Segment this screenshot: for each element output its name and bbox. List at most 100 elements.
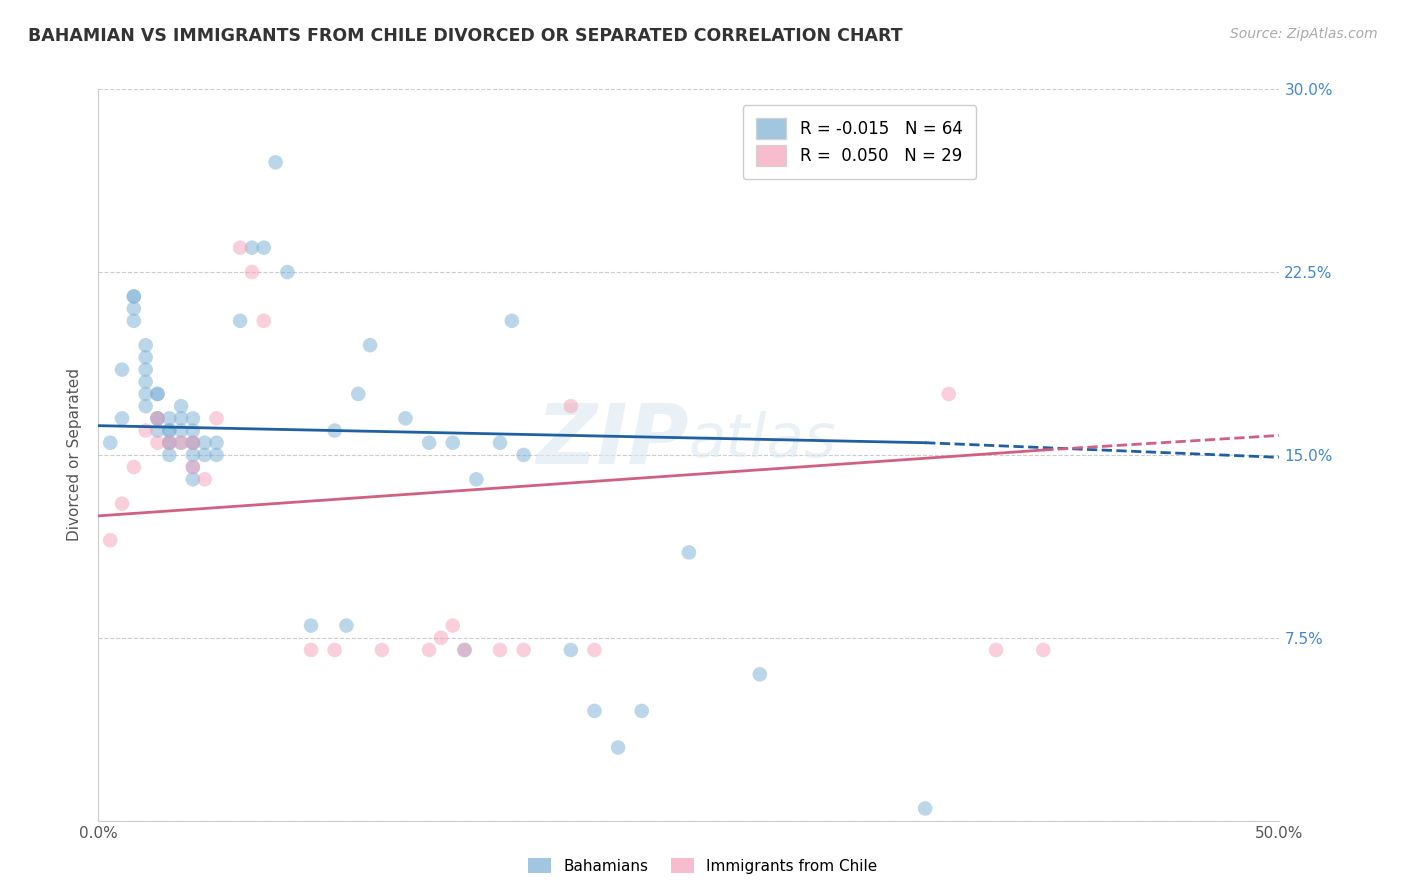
Point bbox=[146, 411, 169, 425]
Point bbox=[122, 460, 145, 475]
Point bbox=[157, 448, 180, 462]
Point bbox=[181, 460, 204, 475]
Point bbox=[170, 411, 193, 425]
Point bbox=[111, 497, 134, 511]
Text: BAHAMIAN VS IMMIGRANTS FROM CHILE DIVORCED OR SEPARATED CORRELATION CHART: BAHAMIAN VS IMMIGRANTS FROM CHILE DIVORC… bbox=[28, 27, 903, 45]
Point bbox=[181, 435, 204, 450]
Point bbox=[418, 435, 440, 450]
Point bbox=[122, 301, 145, 316]
Point bbox=[194, 435, 217, 450]
Point bbox=[157, 424, 180, 438]
Text: atlas: atlas bbox=[689, 411, 837, 470]
Point bbox=[583, 643, 606, 657]
Point bbox=[453, 643, 475, 657]
Point bbox=[170, 435, 193, 450]
Point bbox=[146, 411, 169, 425]
Point bbox=[253, 314, 276, 328]
Point bbox=[984, 643, 1007, 657]
Point bbox=[205, 411, 228, 425]
Point bbox=[98, 533, 121, 548]
Text: Source: ZipAtlas.com: Source: ZipAtlas.com bbox=[1230, 27, 1378, 41]
Point bbox=[157, 424, 180, 438]
Point bbox=[359, 338, 381, 352]
Point bbox=[146, 424, 169, 438]
Point bbox=[157, 435, 180, 450]
Point bbox=[560, 399, 582, 413]
Point bbox=[170, 435, 193, 450]
Point bbox=[465, 472, 488, 486]
Point bbox=[264, 155, 287, 169]
Point bbox=[489, 643, 512, 657]
Point bbox=[347, 387, 370, 401]
Point bbox=[229, 314, 252, 328]
Point bbox=[181, 435, 204, 450]
Point bbox=[146, 411, 169, 425]
Point bbox=[560, 643, 582, 657]
Point bbox=[98, 435, 121, 450]
Point bbox=[512, 643, 534, 657]
Point bbox=[135, 338, 157, 352]
Point bbox=[441, 435, 464, 450]
Point bbox=[453, 643, 475, 657]
Point bbox=[253, 241, 276, 255]
Point bbox=[501, 314, 523, 328]
Legend: R = -0.015   N = 64, R =  0.050   N = 29: R = -0.015 N = 64, R = 0.050 N = 29 bbox=[742, 105, 976, 179]
Point bbox=[135, 351, 157, 365]
Point bbox=[240, 241, 263, 255]
Point bbox=[157, 411, 180, 425]
Point bbox=[135, 399, 157, 413]
Point bbox=[111, 362, 134, 376]
Legend: Bahamians, Immigrants from Chile: Bahamians, Immigrants from Chile bbox=[522, 852, 884, 880]
Y-axis label: Divorced or Separated: Divorced or Separated bbox=[67, 368, 83, 541]
Point bbox=[205, 435, 228, 450]
Point bbox=[441, 618, 464, 632]
Point bbox=[678, 545, 700, 559]
Point bbox=[135, 387, 157, 401]
Point bbox=[122, 289, 145, 303]
Point bbox=[194, 472, 217, 486]
Point bbox=[135, 362, 157, 376]
Point bbox=[181, 424, 204, 438]
Point bbox=[299, 643, 322, 657]
Text: ZIP: ZIP bbox=[536, 400, 689, 481]
Point bbox=[181, 435, 204, 450]
Point bbox=[157, 435, 180, 450]
Point bbox=[122, 314, 145, 328]
Point bbox=[323, 643, 346, 657]
Point bbox=[135, 375, 157, 389]
Point bbox=[146, 435, 169, 450]
Point bbox=[914, 801, 936, 815]
Point bbox=[418, 643, 440, 657]
Point bbox=[157, 435, 180, 450]
Point bbox=[181, 448, 204, 462]
Point bbox=[394, 411, 416, 425]
Point bbox=[607, 740, 630, 755]
Point bbox=[1032, 643, 1054, 657]
Point bbox=[111, 411, 134, 425]
Point bbox=[146, 387, 169, 401]
Point bbox=[335, 618, 357, 632]
Point bbox=[229, 241, 252, 255]
Point bbox=[146, 387, 169, 401]
Point bbox=[938, 387, 960, 401]
Point bbox=[205, 448, 228, 462]
Point bbox=[181, 411, 204, 425]
Point bbox=[371, 643, 394, 657]
Point bbox=[240, 265, 263, 279]
Point bbox=[194, 448, 217, 462]
Point bbox=[512, 448, 534, 462]
Point bbox=[489, 435, 512, 450]
Point bbox=[748, 667, 770, 681]
Point bbox=[276, 265, 298, 279]
Point bbox=[170, 399, 193, 413]
Point bbox=[181, 472, 204, 486]
Point bbox=[181, 460, 204, 475]
Point bbox=[430, 631, 453, 645]
Point bbox=[170, 424, 193, 438]
Point bbox=[135, 424, 157, 438]
Point bbox=[323, 424, 346, 438]
Point bbox=[630, 704, 652, 718]
Point bbox=[583, 704, 606, 718]
Point bbox=[299, 618, 322, 632]
Point bbox=[122, 289, 145, 303]
